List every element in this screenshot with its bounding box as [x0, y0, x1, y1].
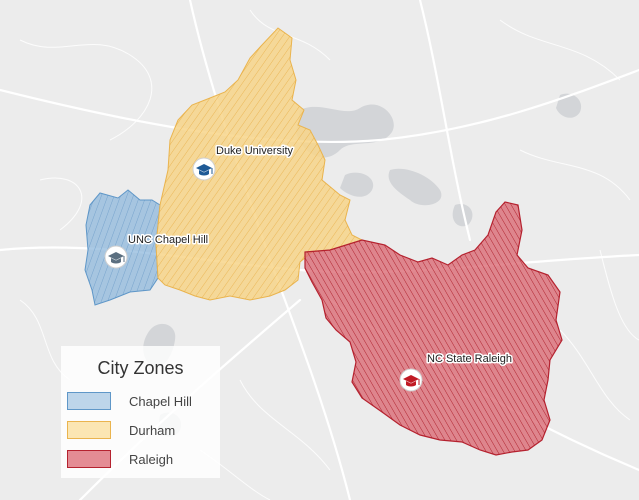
legend-swatch-raleigh: [67, 450, 111, 468]
basemap-minor-roads: [19, 9, 639, 500]
marker-ncstate-label: NC State Raleigh: [427, 353, 512, 365]
legend-label-durham: Durham: [129, 423, 176, 438]
legend-swatch-durham: [67, 421, 111, 439]
legend-title: City Zones: [97, 358, 184, 378]
legend-label-raleigh: Raleigh: [129, 452, 174, 467]
legend-swatch-chapel-hill: [67, 392, 111, 410]
legend-item-chapel-hill[interactable]: Chapel Hill: [67, 392, 217, 412]
zone-durham[interactable]: [155, 27, 364, 301]
legend-item-durham[interactable]: Durham: [67, 421, 217, 441]
legend-item-raleigh[interactable]: Raleigh: [67, 450, 217, 470]
legend: City Zones Chapel Hill Durham Raleigh: [61, 346, 220, 478]
zone-chapel-hill[interactable]: [84, 189, 161, 306]
graduation-cap-icon: [108, 252, 125, 264]
graduation-cap-icon: [196, 164, 213, 176]
marker-unc[interactable]: UNC Chapel Hill: [104, 233, 210, 269]
marker-unc-label: UNC Chapel Hill: [128, 234, 208, 246]
legend-label-chapel-hill: Chapel Hill: [129, 394, 192, 409]
zone-raleigh[interactable]: [304, 201, 563, 456]
marker-duke[interactable]: Duke University: [192, 144, 295, 181]
graduation-cap-icon: [403, 375, 420, 387]
marker-duke-label: Duke University: [216, 145, 294, 157]
marker-ncstate[interactable]: NC State Raleigh: [399, 352, 514, 392]
